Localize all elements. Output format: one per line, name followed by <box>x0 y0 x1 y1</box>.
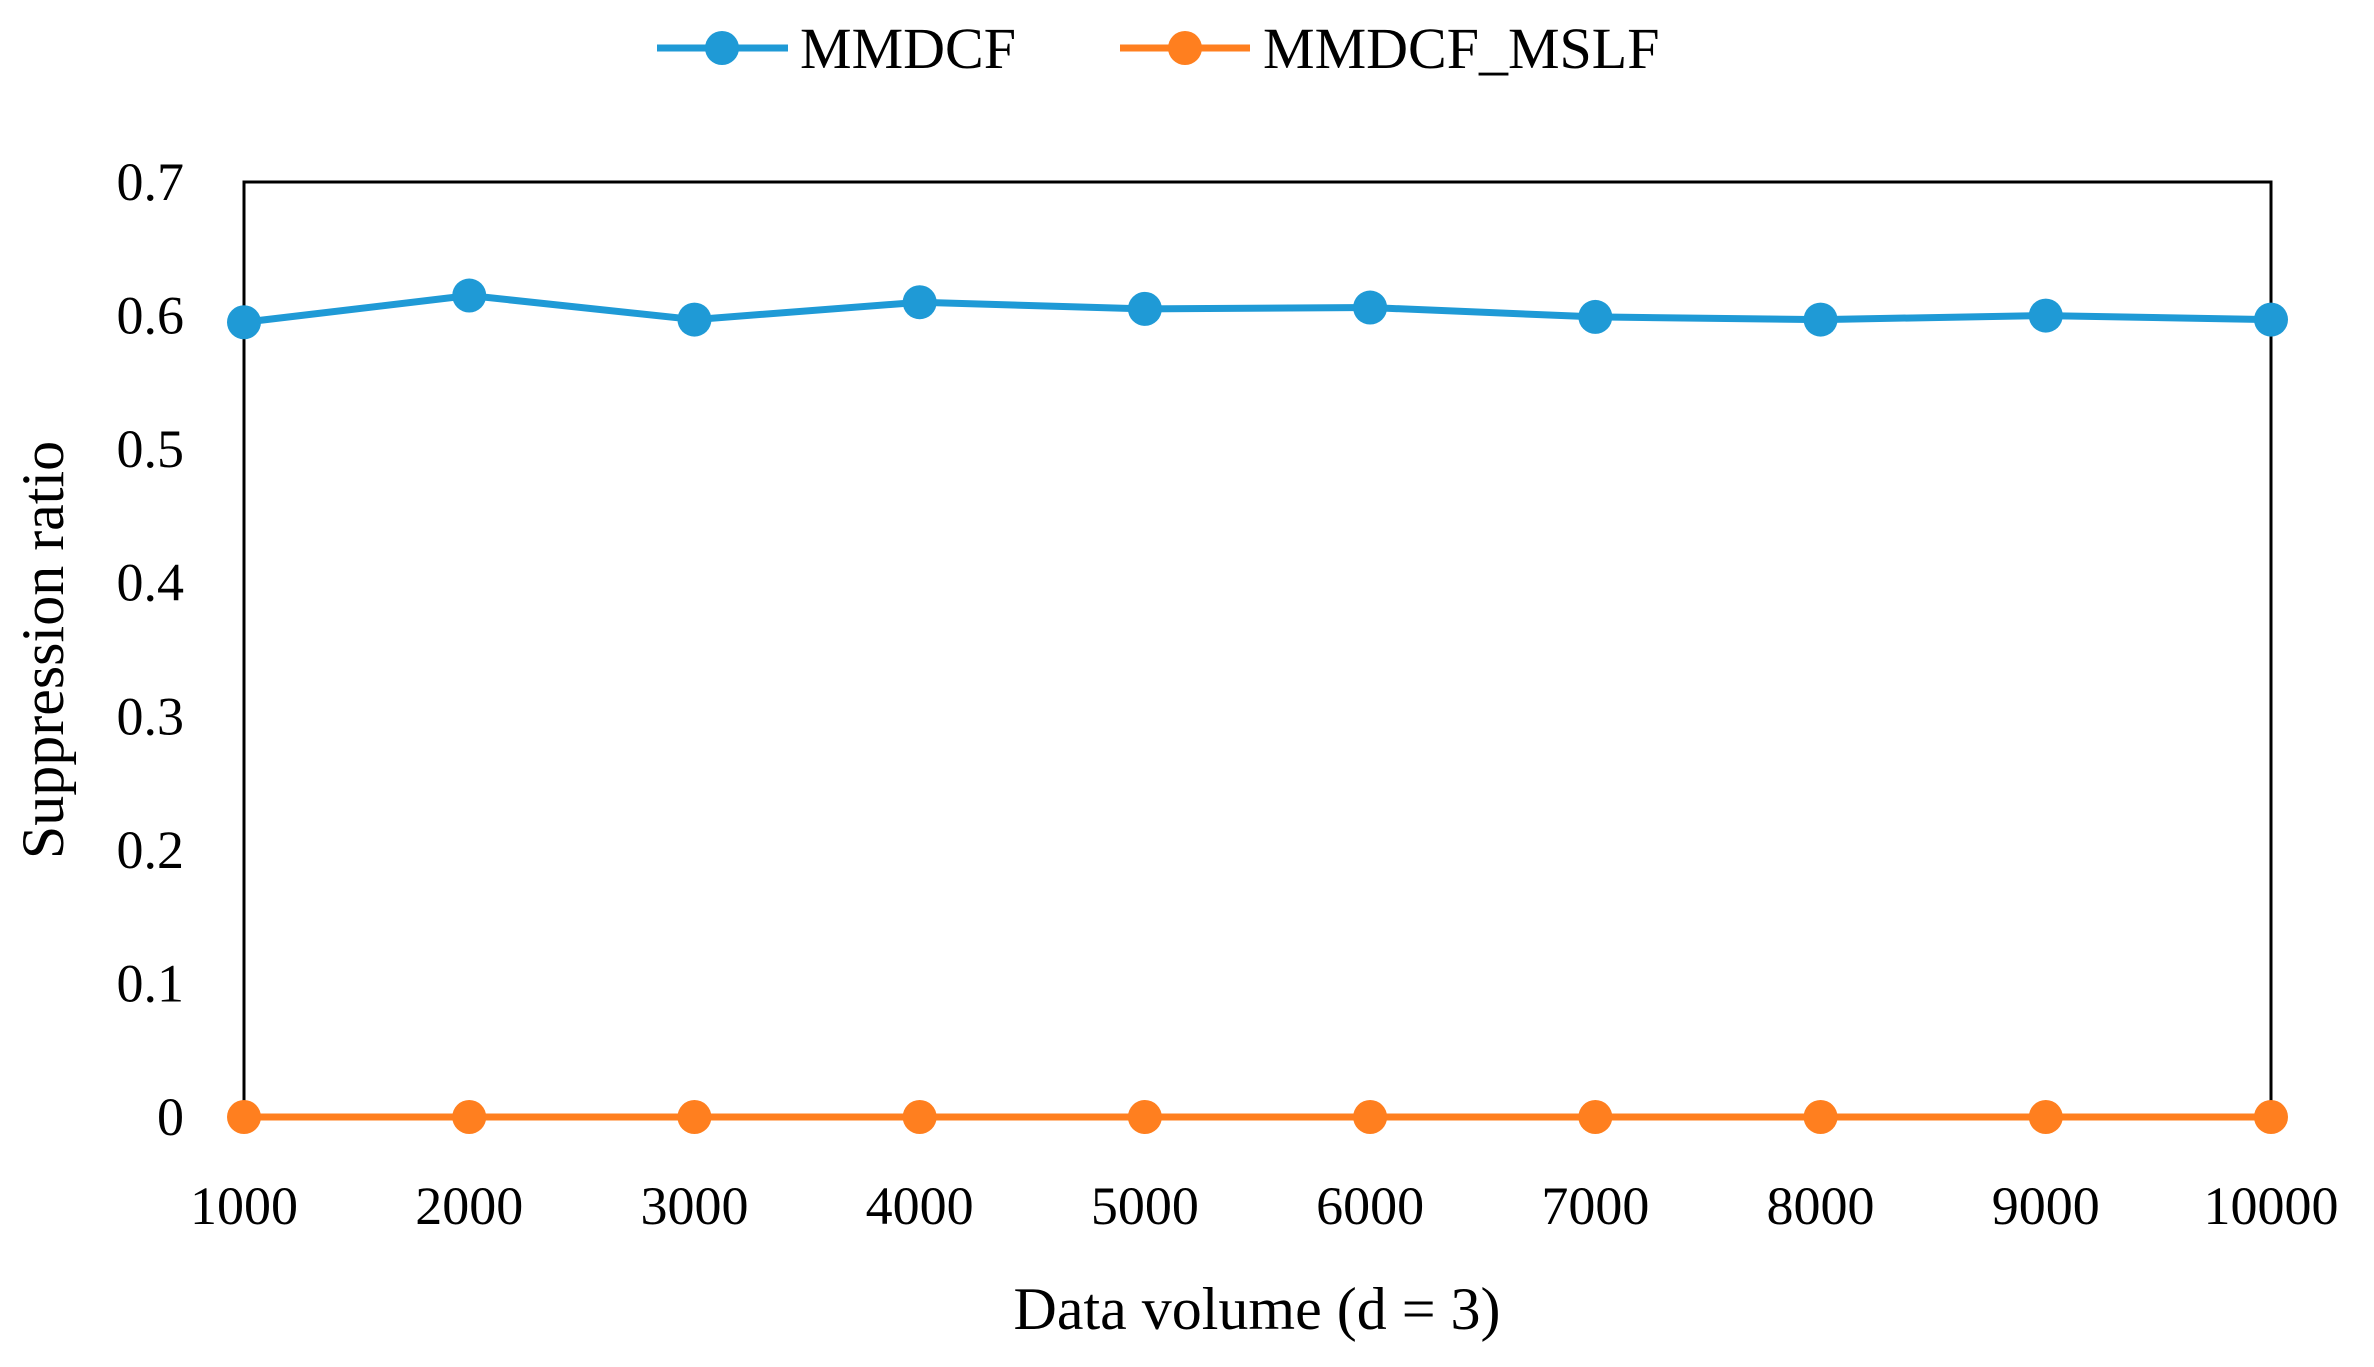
y-tick-label: 0 <box>157 1087 184 1147</box>
data-point-mmdcf-mslf <box>2254 1100 2288 1134</box>
data-point-mmdcf-mslf <box>452 1100 487 1134</box>
x-tick-label: 6000 <box>1316 1176 1424 1236</box>
x-tick-label: 1000 <box>190 1176 298 1236</box>
data-point-mmdcf-mslf <box>902 1100 937 1134</box>
x-tick-label: 3000 <box>640 1176 748 1236</box>
series-line-mmdcf <box>243 292 2272 326</box>
y-axis-title: Suppression ratio <box>10 441 76 859</box>
legend-item-mmdcf: MMDCF <box>657 16 1016 81</box>
x-tick-label: 7000 <box>1541 1176 1649 1236</box>
legend-swatch-marker-mmdcf-mslf <box>1168 31 1202 65</box>
y-tick-label: 0.2 <box>117 820 185 880</box>
data-point-mmdcf <box>1127 291 1162 326</box>
data-point-mmdcf <box>1353 290 1388 325</box>
x-tick-label: 9000 <box>1992 1176 2100 1236</box>
x-tick-label: 8000 <box>1767 1176 1875 1236</box>
series-mmdcf-mslf <box>227 1100 2288 1134</box>
data-point-mmdcf-mslf <box>227 1100 261 1134</box>
x-tick-label: 4000 <box>866 1176 974 1236</box>
legend-label-mmdcf: MMDCF <box>800 16 1016 81</box>
y-tick-label: 0.1 <box>117 953 185 1013</box>
data-point-mmdcf <box>1803 302 1838 337</box>
legend: MMDCF MMDCF_MSLF <box>657 16 1659 81</box>
data-point-mmdcf <box>227 305 261 340</box>
data-point-mmdcf <box>2254 302 2288 337</box>
y-tick-label: 0.3 <box>117 686 185 746</box>
x-axis-ticks: 1000 2000 3000 4000 5000 6000 7000 8000 9000 1000… <box>190 1176 2339 1236</box>
legend-item-mmdcf-mslf: MMDCF_MSLF <box>1120 16 1659 81</box>
data-point-mmdcf-mslf <box>1803 1100 1838 1134</box>
legend-swatch-marker-mmdcf <box>705 31 739 65</box>
x-tick-label: 10000 <box>2204 1176 2339 1236</box>
data-point-mmdcf-mslf <box>1578 1100 1613 1134</box>
x-tick-label: 5000 <box>1091 1176 1199 1236</box>
data-point-mmdcf-mslf <box>1127 1100 1162 1134</box>
y-tick-label: 0.5 <box>117 419 185 479</box>
plot-area-frame <box>242 180 2273 1119</box>
data-point-mmdcf <box>902 285 937 320</box>
y-axis-ticks: 0 0.1 0.2 0.3 0.4 0.5 0.6 0.7 <box>117 152 185 1147</box>
data-point-mmdcf-mslf <box>1353 1100 1388 1134</box>
x-tick-label: 2000 <box>415 1176 523 1236</box>
legend-label-mmdcf-mslf: MMDCF_MSLF <box>1263 16 1659 81</box>
data-point-mmdcf-mslf <box>2028 1100 2063 1134</box>
data-point-mmdcf-mslf <box>677 1100 712 1134</box>
data-point-mmdcf <box>2028 298 2063 333</box>
data-point-mmdcf <box>1578 299 1613 334</box>
data-point-mmdcf <box>452 278 487 313</box>
y-tick-label: 0.4 <box>117 553 185 613</box>
y-tick-label: 0.6 <box>117 286 185 346</box>
series-layer <box>227 278 2288 1134</box>
y-tick-label: 0.7 <box>117 152 185 212</box>
x-axis-title: Data volume (d = 3) <box>1013 1276 1500 1342</box>
series-mmdcf <box>227 278 2288 340</box>
data-point-mmdcf <box>677 302 712 337</box>
